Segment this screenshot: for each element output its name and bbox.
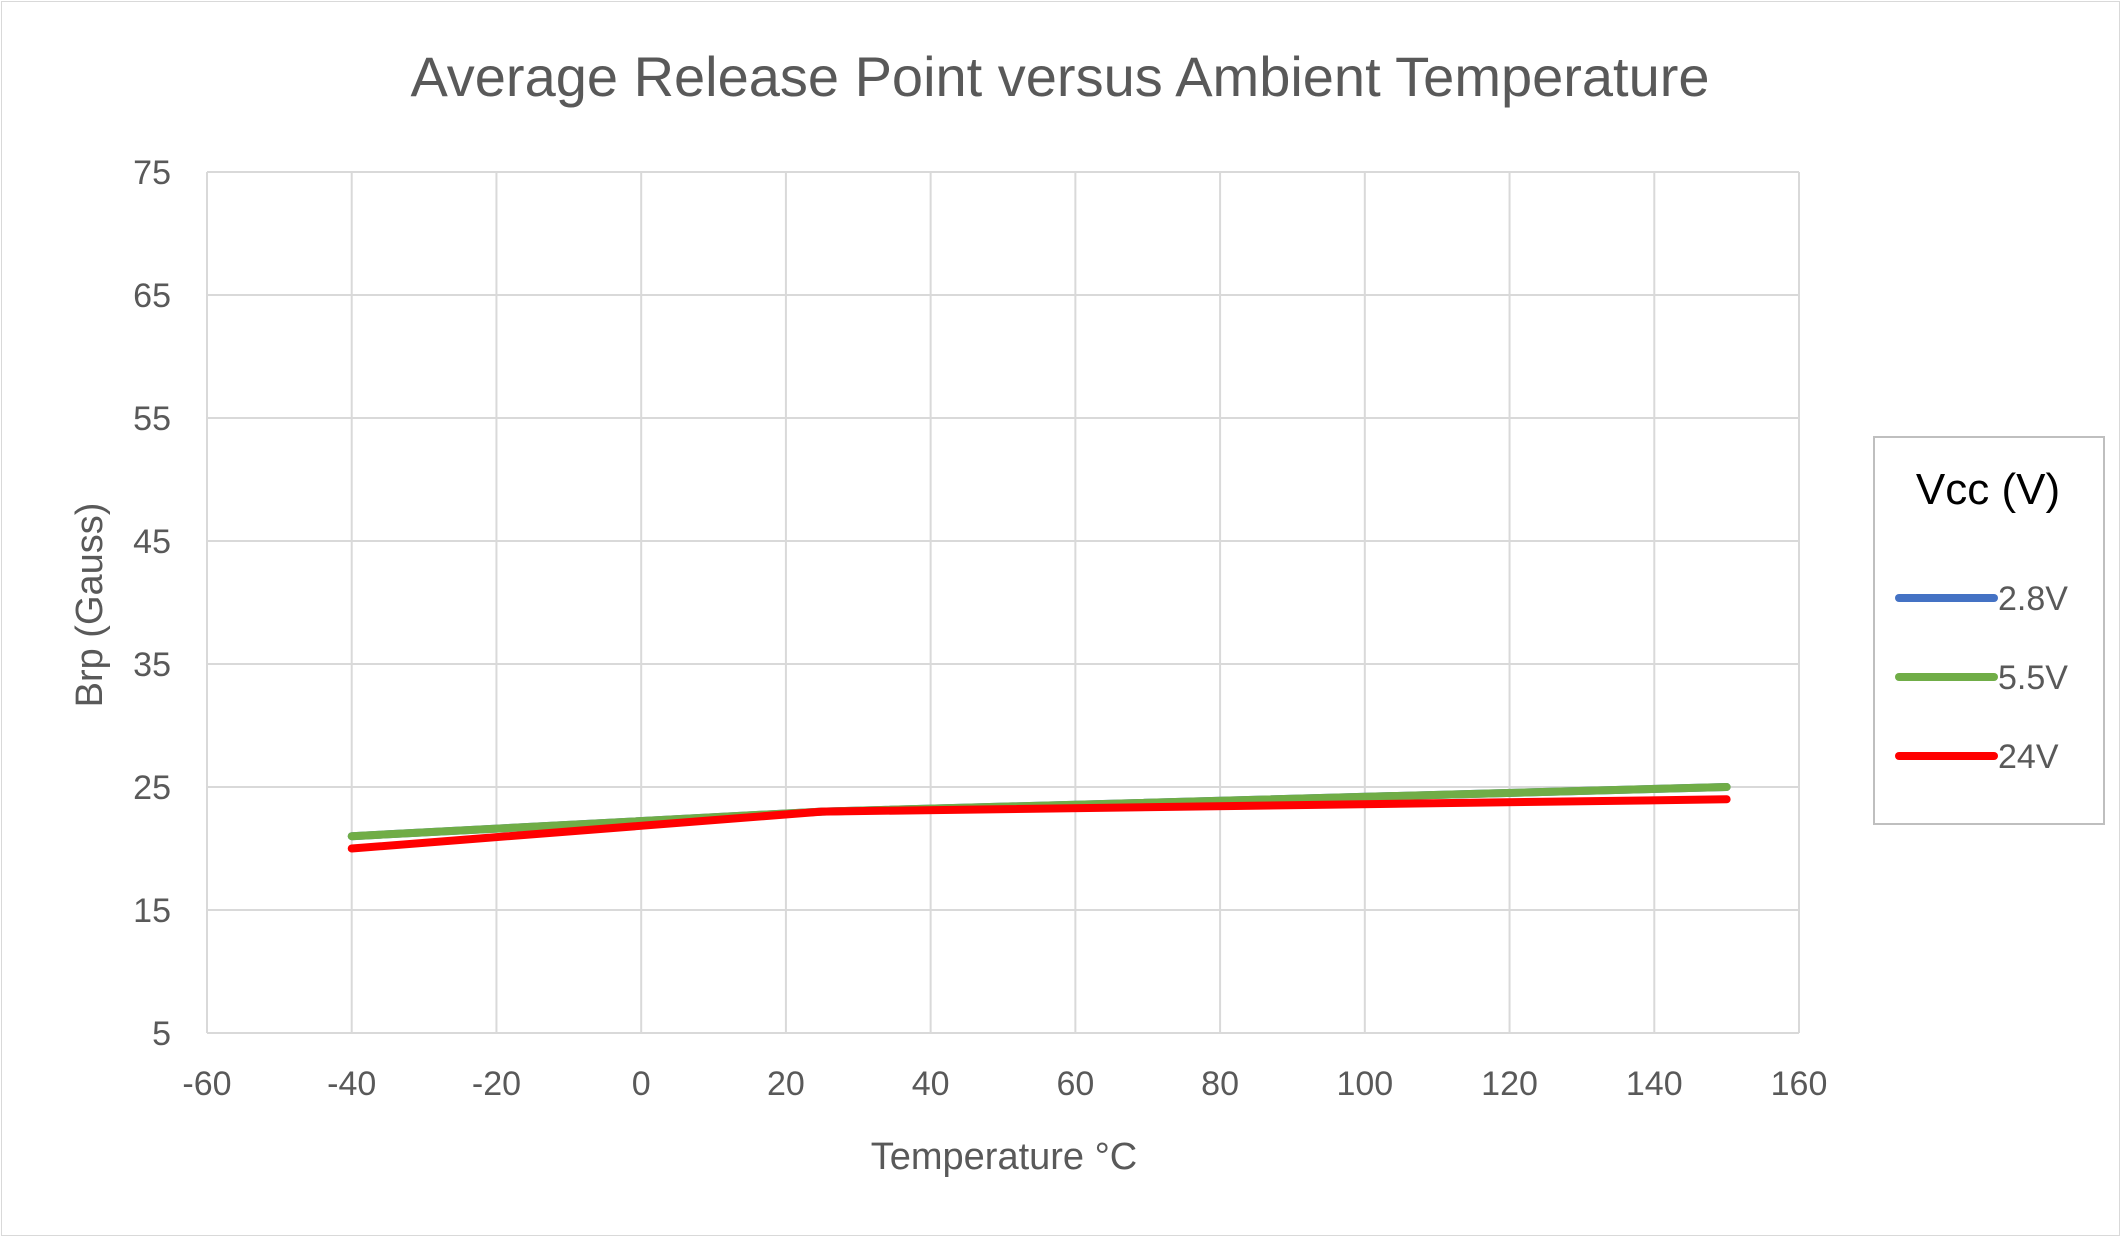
series-layer bbox=[347, 783, 1731, 853]
tick-layer: -60 -40 -20 0 20 40 60 80 100 120 140 160 5 15 25 35 45 5… bbox=[133, 154, 1827, 1103]
x-tick-label: 20 bbox=[767, 1065, 805, 1103]
series-line-24v bbox=[347, 795, 1731, 853]
y-tick-label: 5 bbox=[152, 1015, 171, 1053]
y-tick-label: 45 bbox=[133, 523, 171, 561]
y-tick-label: 35 bbox=[133, 646, 171, 684]
x-tick-label: -40 bbox=[327, 1065, 376, 1103]
y-tick-label: 25 bbox=[133, 769, 171, 807]
x-tick-label: 60 bbox=[1056, 1065, 1094, 1103]
x-tick-label: 100 bbox=[1336, 1065, 1393, 1103]
x-tick-label: 120 bbox=[1481, 1065, 1538, 1103]
x-tick-label: -60 bbox=[182, 1065, 231, 1103]
y-axis-label: Brp (Gauss) bbox=[69, 503, 111, 708]
legend-label-2-8v: 2.8V bbox=[1998, 580, 2068, 618]
legend-title: Vcc (V) bbox=[1916, 465, 2060, 514]
x-tick-label: 140 bbox=[1626, 1065, 1683, 1103]
legend-label-5-5v: 5.5V bbox=[1998, 659, 2068, 697]
y-tick-label: 75 bbox=[133, 154, 171, 192]
legend-items: 2.8V 5.5V 24V bbox=[1895, 580, 2068, 776]
legend-label-24v: 24V bbox=[1998, 738, 2059, 776]
chart-title: Average Release Point versus Ambient Tem… bbox=[410, 45, 1709, 108]
x-tick-label: 80 bbox=[1201, 1065, 1239, 1103]
x-tick-label: 0 bbox=[632, 1065, 651, 1103]
y-tick-label: 15 bbox=[133, 892, 171, 930]
x-tick-label: -20 bbox=[472, 1065, 521, 1103]
grid-layer bbox=[206, 171, 1800, 1034]
y-tick-label: 65 bbox=[133, 277, 171, 315]
x-tick-label: 40 bbox=[912, 1065, 950, 1103]
x-axis-label: Temperature °C bbox=[871, 1136, 1138, 1178]
y-tick-label: 55 bbox=[133, 400, 171, 438]
legend: Vcc (V) 2.8V 5.5V 24V bbox=[1873, 436, 2105, 825]
x-tick-label: 160 bbox=[1771, 1065, 1828, 1103]
